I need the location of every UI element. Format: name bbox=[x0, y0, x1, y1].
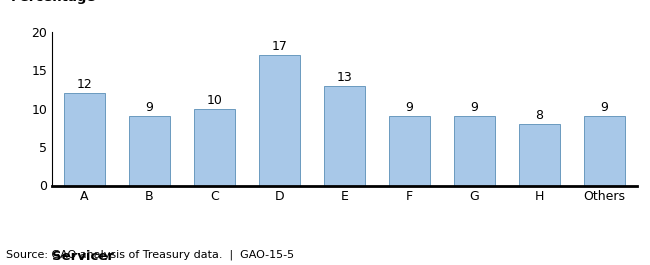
Bar bbox=[64, 93, 105, 186]
Text: 9: 9 bbox=[601, 101, 608, 114]
Text: 9: 9 bbox=[146, 101, 153, 114]
Bar bbox=[389, 116, 430, 186]
Bar bbox=[454, 116, 495, 186]
Text: Servicer: Servicer bbox=[52, 250, 114, 263]
Bar bbox=[129, 116, 170, 186]
Bar bbox=[584, 116, 625, 186]
Text: 17: 17 bbox=[272, 40, 287, 53]
Text: 9: 9 bbox=[471, 101, 478, 114]
Bar bbox=[519, 124, 560, 186]
Text: 8: 8 bbox=[536, 109, 543, 122]
Bar bbox=[324, 86, 365, 186]
Text: Source: GAO analysis of Treasury data.  |  GAO-15-5: Source: GAO analysis of Treasury data. |… bbox=[6, 249, 294, 260]
Text: 13: 13 bbox=[337, 71, 352, 84]
Text: 10: 10 bbox=[207, 94, 222, 107]
Text: 9: 9 bbox=[406, 101, 413, 114]
Bar bbox=[259, 55, 300, 186]
Text: Percentage: Percentage bbox=[11, 0, 96, 4]
Bar bbox=[194, 109, 235, 186]
Text: 12: 12 bbox=[77, 78, 92, 91]
